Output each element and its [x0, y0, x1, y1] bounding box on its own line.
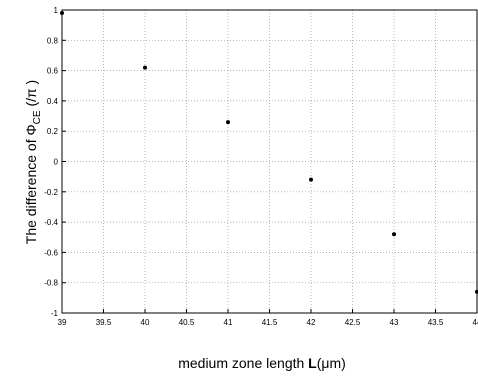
y-tick-label: -0.8	[44, 279, 58, 288]
y-tick-label: 0.2	[47, 127, 59, 136]
point	[309, 177, 313, 182]
y-tick-label: 0	[54, 158, 59, 167]
y-label-text: The difference of Φ	[23, 124, 39, 244]
x-tick-label: 43.5	[428, 318, 444, 327]
x-tick-label: 42	[307, 318, 316, 327]
x-tick-label: 43	[390, 318, 399, 327]
y-tick-label: -0.6	[44, 248, 58, 257]
x-axis-label: medium zone length L(μm)	[178, 355, 346, 371]
x-tick-label: 39	[58, 318, 67, 327]
x-tick-label: 42.5	[345, 318, 361, 327]
y-tick-label: 0.4	[47, 97, 59, 106]
x-label-text: medium zone length	[178, 355, 308, 371]
point	[143, 65, 147, 70]
point	[60, 11, 64, 16]
x-tick-label: 41.5	[262, 318, 278, 327]
point	[392, 232, 396, 237]
y-tick-label: 1	[54, 6, 59, 15]
y-label-sub: CE	[32, 110, 43, 124]
x-label-bold: L	[308, 355, 317, 371]
y-tick-label: -0.4	[44, 218, 58, 227]
y-tick-label: 0.8	[47, 36, 59, 45]
y-tick-label: -1	[51, 309, 59, 318]
x-tick-label: 39.5	[96, 318, 112, 327]
point	[475, 289, 478, 294]
x-tick-label: 41	[224, 318, 233, 327]
x-tick-label: 44	[473, 318, 478, 327]
y-tick-label: -0.2	[44, 188, 58, 197]
y-label-unit: (/π )	[23, 80, 39, 111]
y-axis-label: The difference of ΦCE (/π )	[23, 80, 43, 244]
x-tick-label: 40.5	[179, 318, 195, 327]
x-tick-label: 40	[141, 318, 150, 327]
x-label-unit: (μm)	[317, 355, 346, 371]
plot-frame	[61, 9, 478, 314]
y-tick-label: 0.6	[47, 67, 59, 76]
point	[226, 120, 230, 125]
